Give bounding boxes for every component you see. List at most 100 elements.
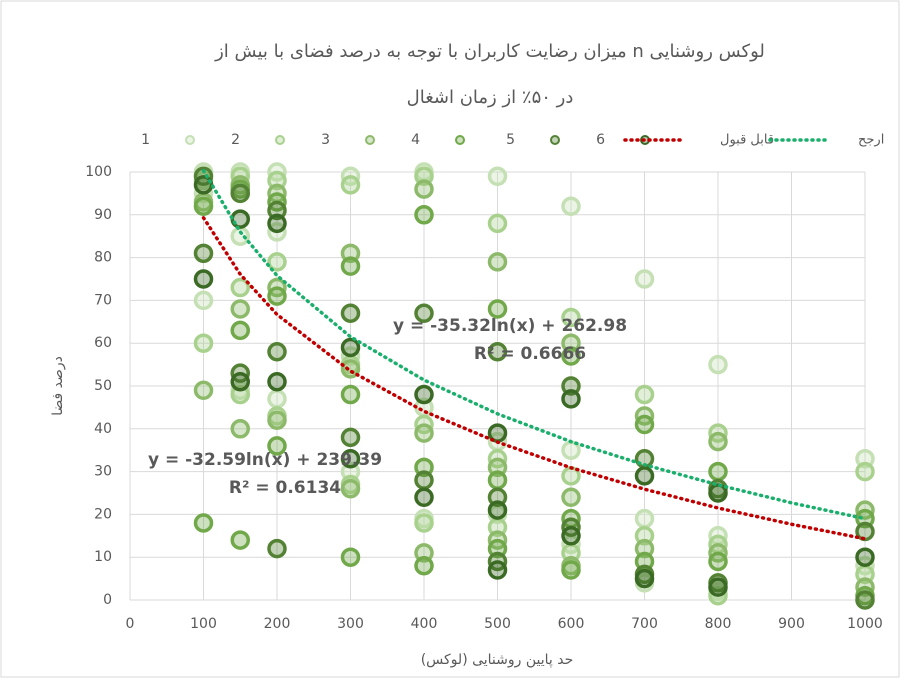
- point: [340, 256, 361, 276]
- point: [230, 299, 250, 319]
- point: [634, 269, 655, 289]
- legend-marker: [455, 135, 465, 145]
- point: [855, 461, 875, 482]
- point: [561, 196, 581, 216]
- legend-label: 6: [596, 132, 605, 148]
- point: [561, 560, 581, 580]
- x-axis-label: حد پایین روشنایی (لوکس): [421, 652, 574, 668]
- x-tick-label: 100: [190, 616, 217, 632]
- point: [193, 380, 214, 401]
- point: [487, 299, 508, 319]
- point: [267, 286, 287, 306]
- legend-label: 5: [506, 132, 515, 148]
- legend-label: قابل قبول: [720, 133, 774, 148]
- point: [230, 183, 250, 204]
- point: [855, 521, 875, 542]
- point: [267, 371, 287, 392]
- point: [414, 179, 434, 199]
- legend-label: 3: [321, 132, 330, 148]
- point: [414, 487, 434, 508]
- point: [855, 547, 875, 567]
- y-tick-label: 70: [94, 292, 112, 308]
- point: [414, 303, 434, 323]
- legend-label: 2: [231, 132, 240, 148]
- point: [414, 423, 434, 443]
- point: [634, 414, 655, 435]
- chart-title: میزان رضایت کاربران با توجه به درصد فضای…: [214, 41, 765, 62]
- point: [487, 166, 508, 187]
- point: [230, 277, 250, 298]
- y-axis-label: درصد فضا: [50, 356, 66, 416]
- y-tick-label: 10: [94, 549, 112, 565]
- y-tick-label: 60: [94, 335, 112, 351]
- y-tick-label: 20: [94, 506, 112, 522]
- y-tick-label: 0: [103, 592, 112, 608]
- point: [487, 470, 508, 490]
- point: [193, 243, 214, 264]
- y-tick-label: 40: [94, 421, 112, 437]
- point: [193, 196, 214, 216]
- point: [561, 307, 581, 328]
- point: [230, 530, 250, 550]
- x-tick-label: 200: [264, 616, 291, 632]
- point: [414, 205, 434, 225]
- point: [193, 333, 214, 353]
- point: [414, 470, 434, 490]
- x-tick-label: 900: [778, 616, 805, 632]
- point: [340, 384, 361, 405]
- point: [855, 590, 875, 610]
- x-tick-label: 300: [337, 616, 364, 632]
- point: [267, 252, 287, 272]
- point: [267, 342, 287, 362]
- x-tick-label: 400: [411, 616, 438, 632]
- point: [230, 371, 250, 392]
- point: [340, 337, 361, 358]
- point: [634, 508, 655, 529]
- point: [561, 526, 581, 546]
- point: [708, 577, 728, 597]
- x-tick-label: 800: [705, 616, 732, 632]
- y-tick-label: 30: [94, 464, 112, 480]
- legend-marker: [185, 135, 195, 145]
- point: [340, 427, 361, 448]
- point: [340, 449, 361, 469]
- point: [267, 436, 287, 456]
- legend-marker: [365, 135, 375, 145]
- point: [634, 384, 655, 405]
- legend-label: 4: [411, 132, 420, 148]
- point: [230, 320, 250, 341]
- point: [487, 252, 508, 272]
- legend-label: 1: [141, 132, 150, 148]
- point: [561, 389, 581, 409]
- point: [340, 175, 361, 195]
- point: [230, 419, 250, 439]
- point: [340, 359, 361, 379]
- chart-subtitle: در ۵۰٪ از زمان اشغال: [407, 87, 574, 108]
- point: [414, 556, 434, 576]
- legend-label: ارجح: [858, 133, 884, 148]
- trendline: [201, 168, 867, 521]
- point: [193, 513, 214, 533]
- trendline: [201, 216, 867, 541]
- r-squared: R² = 0.6134: [229, 478, 341, 498]
- y-tick-label: 100: [85, 164, 112, 180]
- point: [487, 213, 508, 234]
- point: [561, 487, 581, 508]
- equation: y = -35.32ln(x) + 262.98: [393, 316, 627, 336]
- y-tick-label: 90: [94, 207, 112, 223]
- point: [193, 290, 214, 311]
- point: [267, 538, 287, 559]
- r-squared: R² = 0.6666: [474, 344, 586, 364]
- point: [561, 346, 581, 366]
- point: [487, 500, 508, 520]
- point: [193, 175, 214, 195]
- point: [267, 389, 287, 409]
- legend-marker: [550, 135, 560, 145]
- point: [708, 354, 728, 375]
- point: [193, 269, 214, 289]
- point: [340, 303, 361, 323]
- point: [267, 410, 287, 430]
- point: [708, 461, 728, 482]
- y-tick-label: 50: [94, 378, 112, 394]
